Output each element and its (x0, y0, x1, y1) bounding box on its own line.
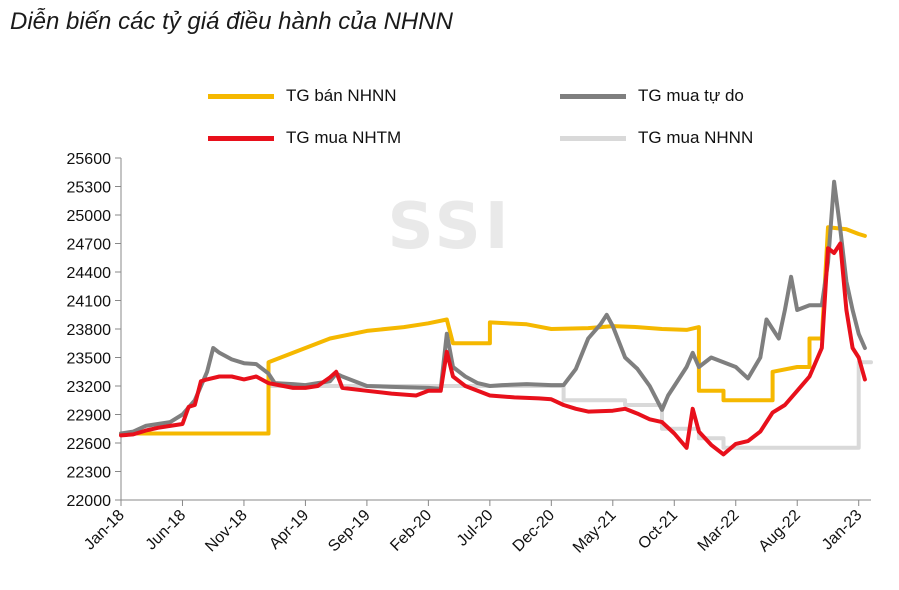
x-tick-label: Oct-21 (635, 507, 681, 553)
y-tick-label: 24100 (67, 294, 112, 311)
series-layer (119, 179, 873, 457)
y-tick-label: 23500 (67, 351, 112, 368)
legend-swatch (208, 93, 274, 99)
y-tick-label: 22900 (67, 408, 112, 425)
x-tick-label: Jul-20 (454, 507, 497, 550)
ssi-watermark: SSI (387, 190, 512, 264)
y-tick-label: 22300 (67, 465, 112, 482)
legend-item-tg-mua-tu-do: TG mua tự do (560, 84, 744, 108)
y-tick-label: 23800 (67, 322, 112, 339)
y-tick-label: 23200 (67, 379, 112, 396)
legend-label: TG mua tự do (638, 86, 744, 105)
legend-label: TG bán NHNN (286, 86, 397, 105)
legend-label: TG mua NHTM (286, 128, 402, 147)
x-tick-label: Nov-18 (202, 507, 251, 556)
legend-item-tg-ban-nhnn: TG bán NHNN (208, 84, 397, 108)
chart-title: Diễn biến các tỷ giá điều hành của NHNN (10, 8, 453, 35)
y-tick-label: 25300 (67, 180, 112, 197)
x-tick-label: Mar-22 (695, 507, 743, 555)
y-tick-label: 22000 (67, 493, 112, 510)
x-tick-label: Aug-22 (756, 507, 805, 556)
legend-item-tg-mua-nhtm: TG mua NHTM (208, 126, 401, 150)
x-tick-label: Jan-23 (819, 507, 866, 554)
series-line-2 (119, 241, 867, 457)
legend-swatch (560, 135, 626, 141)
x-tick-label: Sep-19 (325, 507, 374, 556)
x-tick-label: Apr-19 (266, 507, 312, 553)
y-tick-label: 25600 (67, 151, 112, 168)
legend-swatch (208, 135, 274, 141)
x-tick-label: Feb-20 (387, 507, 435, 555)
y-tick-label: 22600 (67, 436, 112, 453)
series-line-1 (119, 179, 867, 436)
legend-label: TG mua NHNN (638, 128, 754, 147)
series-line-0 (119, 225, 867, 436)
legend-swatch (560, 93, 626, 99)
x-tick-label: Dec-20 (510, 507, 559, 556)
x-tick-label: Jan-18 (81, 507, 128, 554)
y-tick-label: 24700 (67, 237, 112, 254)
x-tick-label: Jun-18 (143, 507, 190, 554)
y-tick-label: 24400 (67, 265, 112, 282)
y-tick-label: 25000 (67, 208, 112, 225)
x-tick-label: May-21 (570, 507, 620, 557)
legend-item-tg-mua-nhnn: TG mua NHNN (560, 126, 753, 150)
